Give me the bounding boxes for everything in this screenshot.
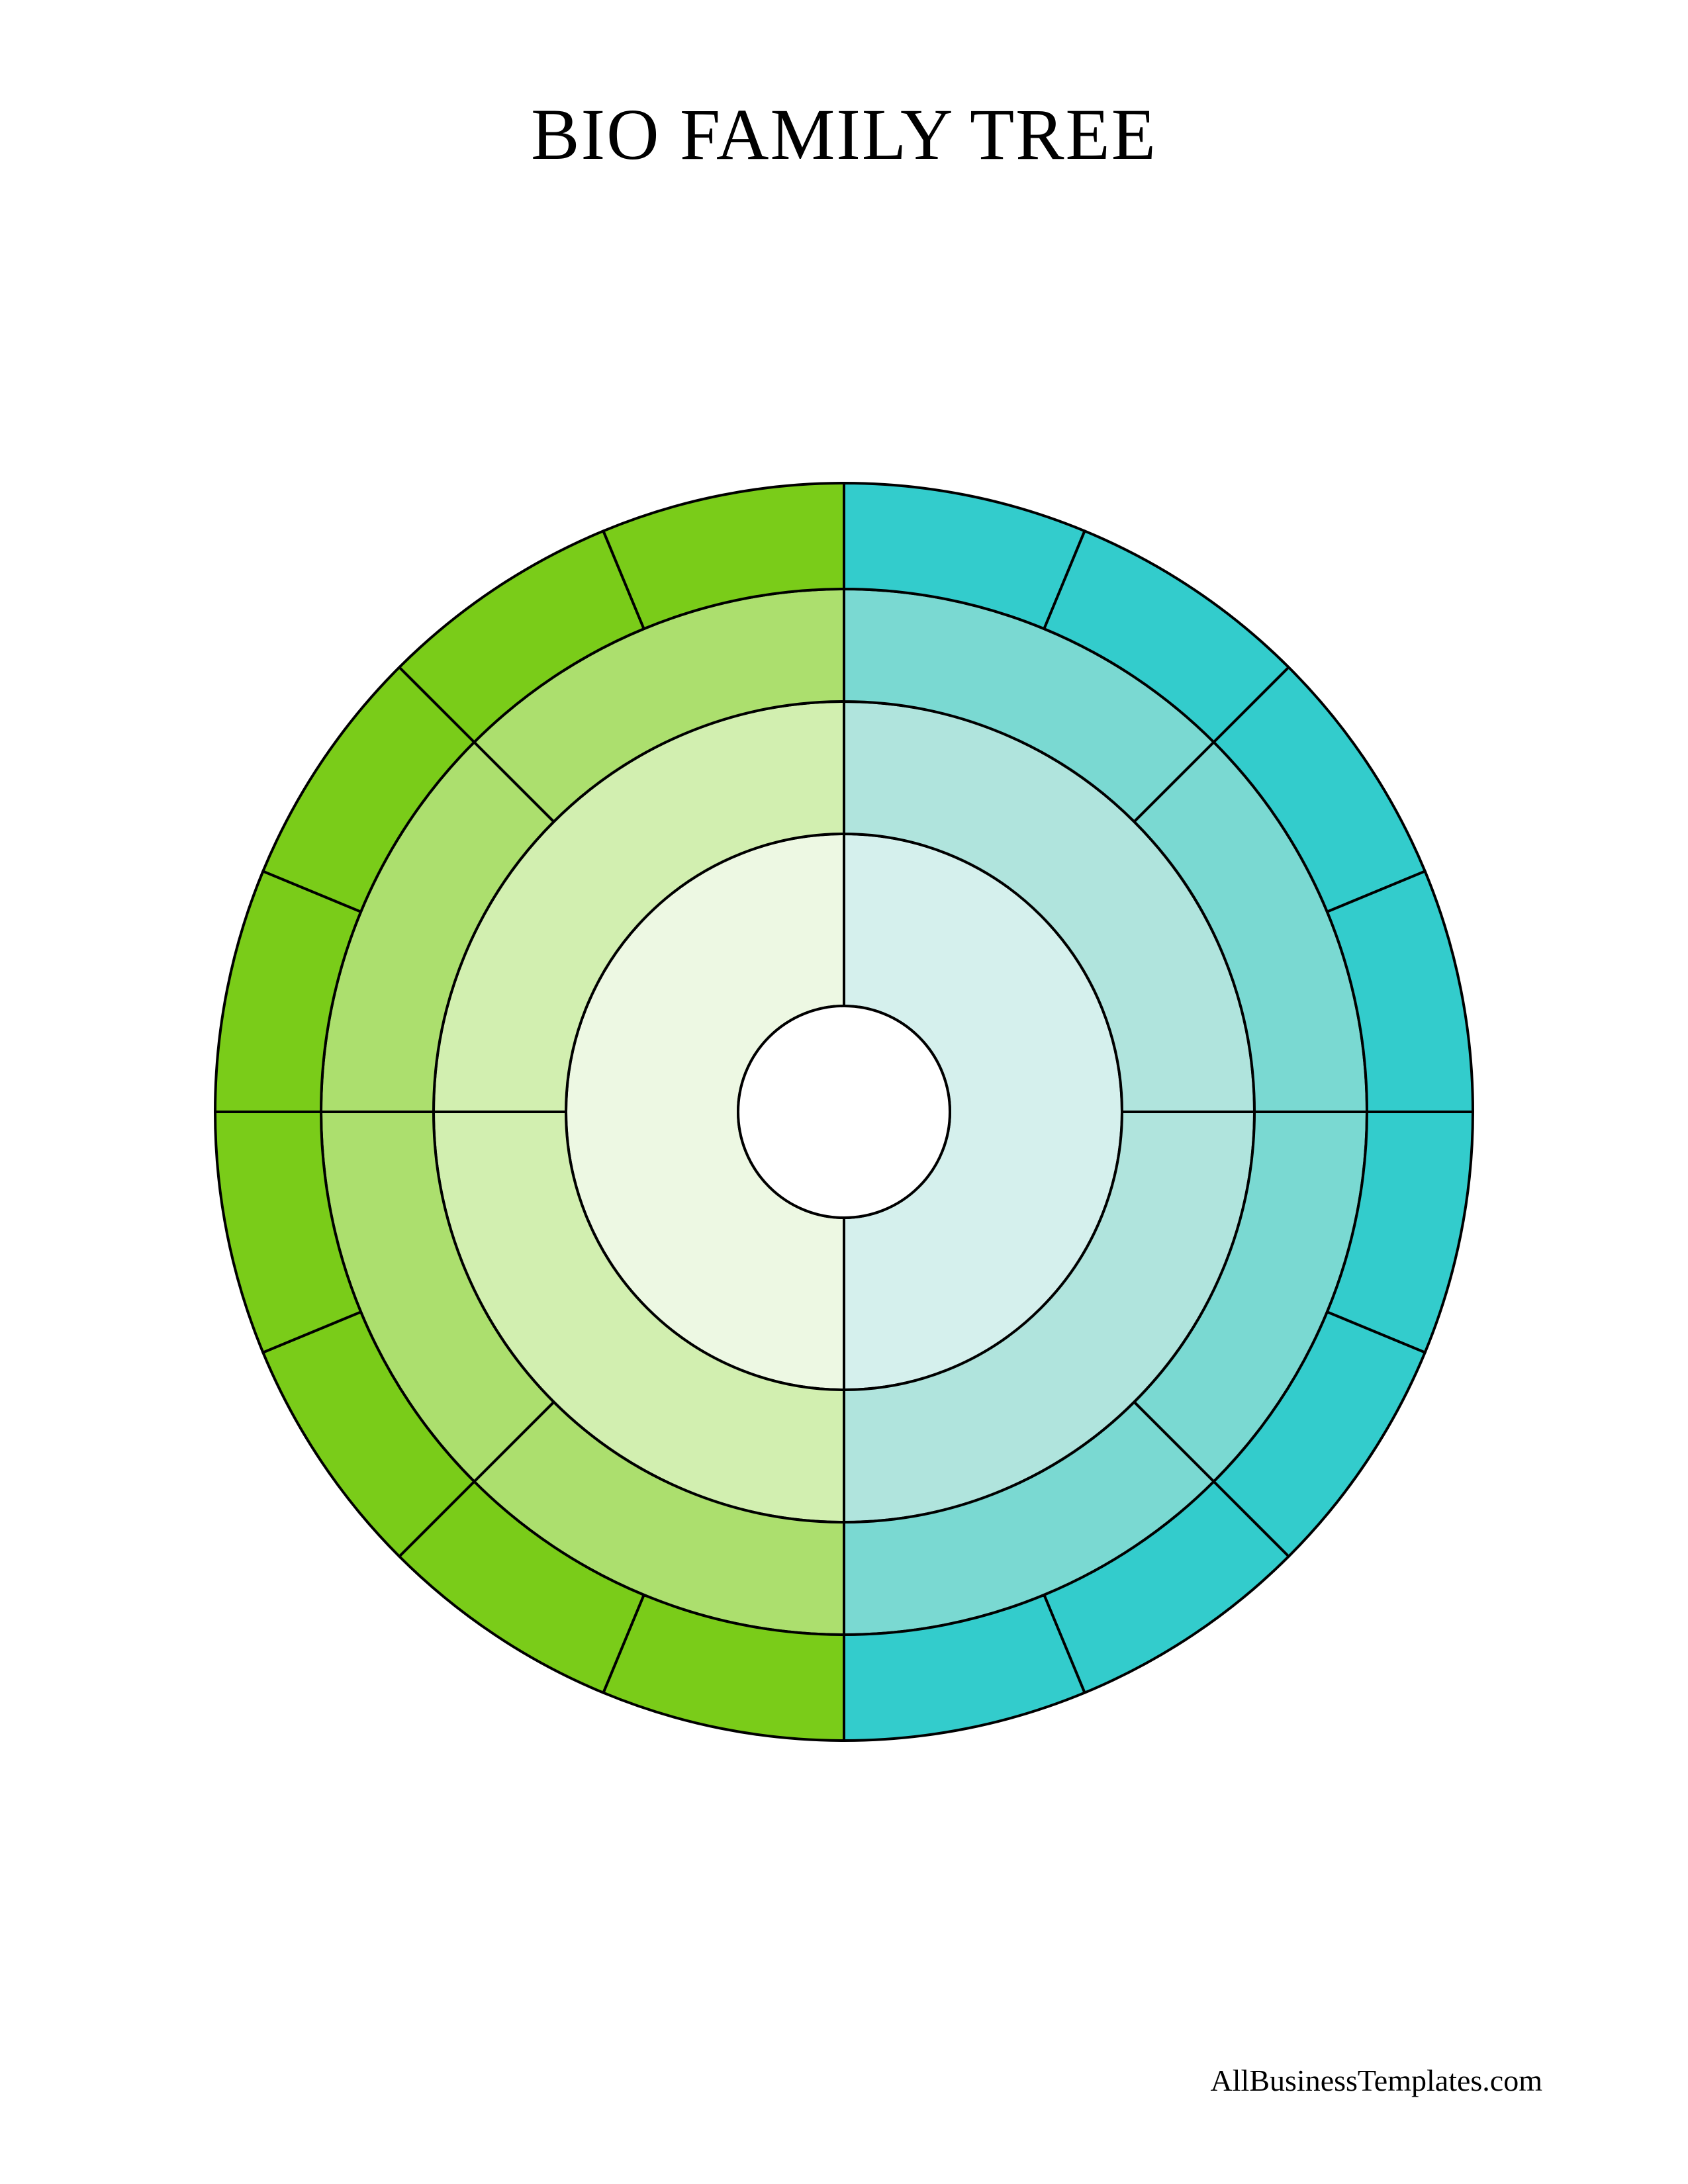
center-hole (738, 1006, 950, 1218)
fan-chart (209, 477, 1479, 1751)
fan-chart-svg (209, 477, 1479, 1747)
page-title: BIO FAMILY TREE (0, 93, 1688, 177)
footer-text: AllBusinessTemplates.com (1211, 2063, 1542, 2098)
